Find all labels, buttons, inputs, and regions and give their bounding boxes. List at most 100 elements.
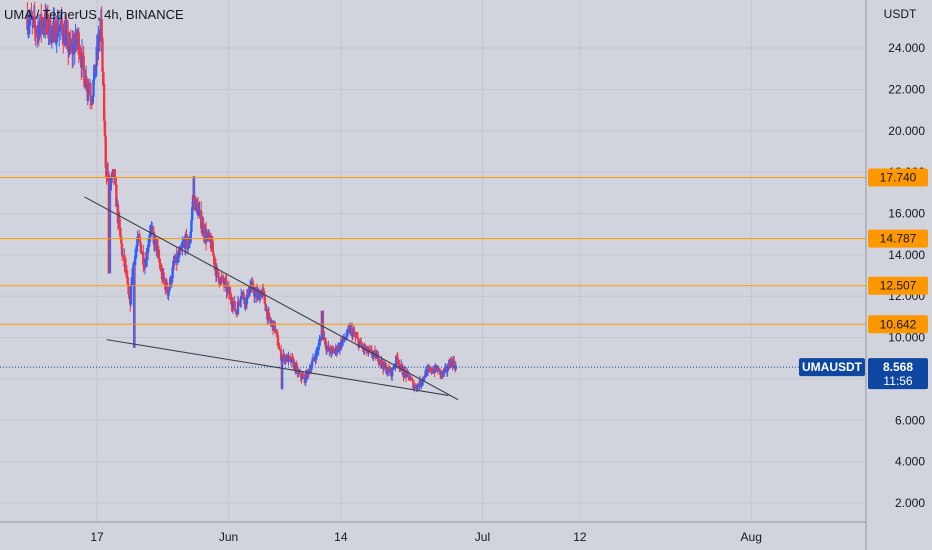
candle-body bbox=[315, 350, 319, 352]
candle-body bbox=[58, 24, 62, 29]
candle-body bbox=[233, 301, 236, 310]
candle-body bbox=[35, 29, 39, 33]
candle-body bbox=[134, 251, 138, 256]
candle-body bbox=[421, 376, 425, 382]
candle-body bbox=[162, 272, 165, 280]
candle-body bbox=[405, 371, 409, 378]
candle-body bbox=[103, 120, 107, 137]
candle-body bbox=[132, 263, 135, 269]
candle-body bbox=[301, 375, 304, 380]
candle-body bbox=[273, 321, 276, 331]
price-tick-label: 10.000 bbox=[888, 331, 925, 345]
candle-body bbox=[106, 171, 110, 181]
level-price-label: 17.740 bbox=[880, 170, 917, 184]
candle-body bbox=[151, 228, 155, 235]
candle-body bbox=[367, 348, 370, 352]
candle-body bbox=[168, 286, 171, 292]
candle-body bbox=[306, 369, 310, 371]
candle-body bbox=[94, 65, 98, 74]
candle-body bbox=[156, 246, 160, 250]
candle-body bbox=[420, 382, 423, 385]
candle-body bbox=[253, 292, 257, 297]
candle-body bbox=[125, 274, 129, 278]
candle-body bbox=[449, 359, 453, 368]
candle-body bbox=[450, 359, 453, 361]
candle-body bbox=[262, 290, 266, 295]
candle-body bbox=[109, 183, 112, 189]
candle-body bbox=[138, 236, 142, 244]
candle-body bbox=[27, 25, 30, 30]
candle-body bbox=[155, 238, 158, 251]
candle-body bbox=[325, 347, 329, 350]
candle-body bbox=[111, 172, 114, 177]
candle-body bbox=[212, 252, 215, 256]
candle-body bbox=[142, 264, 146, 268]
candle-body bbox=[237, 301, 240, 303]
candle-body bbox=[358, 342, 361, 348]
candle-body bbox=[200, 227, 204, 229]
candle-body bbox=[408, 379, 412, 381]
candle-body bbox=[393, 365, 396, 369]
candle-body bbox=[439, 369, 442, 375]
candle-body bbox=[190, 220, 193, 233]
candle-body bbox=[188, 243, 191, 245]
candle-body bbox=[173, 261, 177, 263]
candle-body bbox=[180, 247, 183, 250]
candle-body bbox=[264, 304, 267, 312]
trendline-upper[interactable] bbox=[84, 196, 459, 401]
candle-body bbox=[416, 384, 419, 389]
candle-body bbox=[401, 366, 404, 375]
candle-body bbox=[345, 336, 348, 339]
time-tick-label: 14 bbox=[334, 530, 348, 544]
candle-body bbox=[223, 280, 227, 285]
candle-body bbox=[236, 301, 240, 315]
candle-body bbox=[50, 28, 54, 42]
candle-body bbox=[387, 367, 391, 370]
candle-body bbox=[77, 32, 81, 55]
candle-body bbox=[410, 378, 413, 380]
price-tick-label: 6.000 bbox=[895, 413, 925, 427]
candle-body bbox=[336, 350, 339, 353]
candle-body bbox=[276, 335, 280, 346]
candle-body bbox=[430, 368, 433, 373]
candle-body bbox=[353, 331, 356, 336]
candle-body bbox=[403, 370, 406, 378]
candle-body bbox=[31, 17, 35, 20]
level-price-tag bbox=[868, 276, 928, 295]
candle-body bbox=[280, 358, 284, 361]
candle-body bbox=[279, 350, 283, 361]
candle-body bbox=[375, 354, 378, 359]
candle-body bbox=[438, 368, 441, 370]
level-price-label: 12.507 bbox=[880, 279, 917, 293]
candle-body bbox=[101, 37, 104, 72]
candle-body bbox=[443, 367, 447, 371]
candle-body bbox=[197, 210, 200, 216]
candle-body bbox=[154, 236, 157, 239]
trendline-lower[interactable] bbox=[106, 339, 449, 397]
candle-body bbox=[354, 335, 357, 337]
candle-body bbox=[184, 234, 187, 249]
candle-body bbox=[120, 243, 124, 256]
candle-body bbox=[385, 366, 388, 374]
candle-body bbox=[149, 229, 152, 234]
candle-body bbox=[251, 282, 254, 285]
candle-body bbox=[363, 345, 366, 350]
candle-body bbox=[30, 13, 33, 18]
candle-body bbox=[415, 388, 418, 390]
time-tick-label: 17 bbox=[90, 530, 104, 544]
candle-body bbox=[372, 353, 375, 357]
candle-body bbox=[208, 234, 212, 241]
candle-body bbox=[230, 299, 233, 305]
candle-body bbox=[104, 136, 107, 168]
candle-body bbox=[102, 83, 106, 121]
candle-body bbox=[366, 351, 369, 353]
candle-body bbox=[294, 365, 298, 371]
candle-body bbox=[124, 264, 128, 275]
candle-body bbox=[54, 42, 58, 44]
level-price-label: 10.642 bbox=[880, 317, 917, 331]
candle-body bbox=[225, 280, 228, 292]
candle-body bbox=[172, 261, 175, 268]
candle-body bbox=[392, 368, 395, 370]
candle-body bbox=[98, 29, 102, 41]
